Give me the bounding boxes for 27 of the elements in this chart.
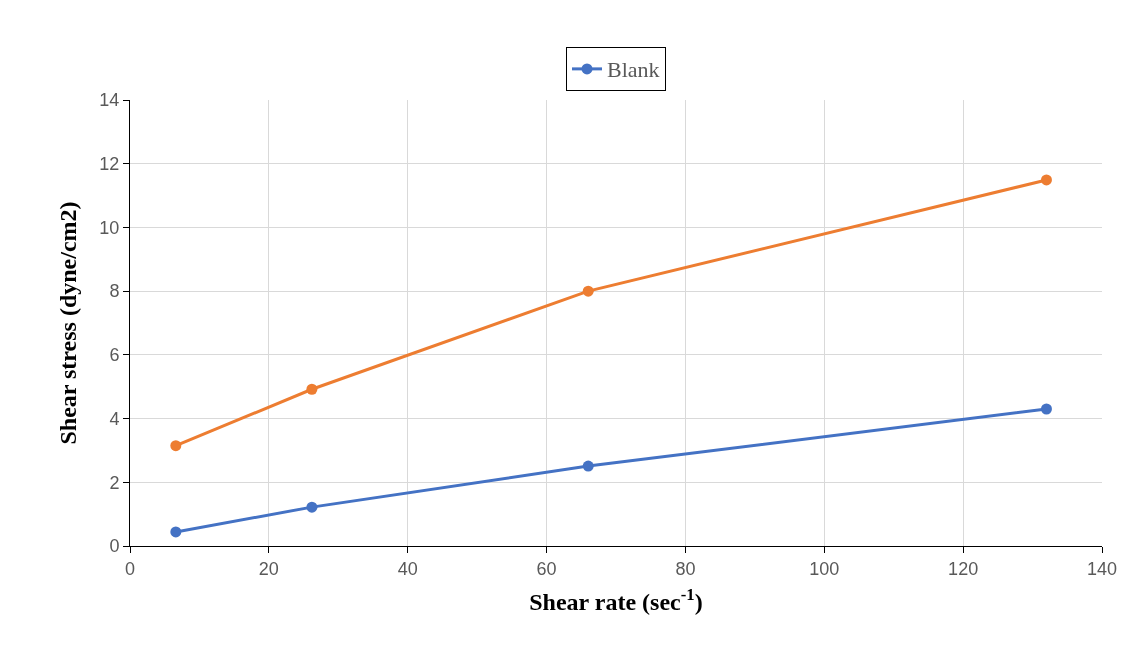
x-tick-label: 0: [124, 558, 136, 579]
x-tick-label: 120: [948, 558, 979, 579]
point: [306, 383, 318, 395]
x-tick-label: 20: [258, 558, 279, 579]
point: [1040, 403, 1052, 415]
y-tick-label: 6: [109, 345, 120, 366]
point: [306, 501, 318, 513]
point: [1040, 174, 1052, 186]
x-tick-label: 80: [675, 558, 696, 579]
x-tick-label: 140: [1086, 558, 1118, 579]
x-axis-title: Shear rate (sec$^{-1}$): [529, 584, 703, 615]
x-tick-label: 60: [536, 558, 557, 579]
x-tick-label: 40: [397, 558, 418, 579]
point: [170, 440, 182, 452]
y-tick-label: 10: [99, 217, 120, 238]
y-tick-label: 12: [99, 154, 120, 175]
y-tick-label: 14: [99, 90, 120, 111]
y-tick-label: 4: [109, 408, 120, 429]
y-tick-label: 0: [109, 536, 120, 557]
point: [582, 285, 594, 297]
y-tick-label: 2: [109, 472, 120, 493]
point: [582, 460, 594, 472]
legend-label: Blank: [607, 57, 660, 83]
point: [170, 526, 182, 538]
x-tick-label: 100: [809, 558, 840, 579]
y-axis-title: Shear stress (dyne/cm2): [55, 201, 82, 445]
y-tick-label: 8: [109, 281, 120, 302]
